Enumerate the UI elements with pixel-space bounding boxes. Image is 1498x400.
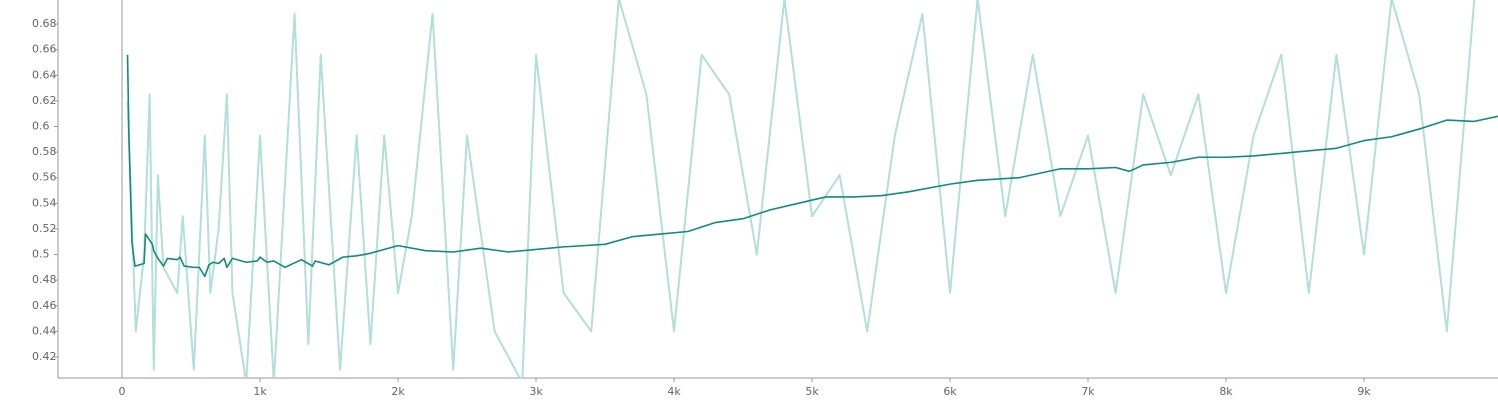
y-tick-label: 0.46 <box>32 299 57 312</box>
x-tick-label: 0 <box>119 385 126 398</box>
x-tick-label: 3k <box>529 385 543 398</box>
x-tick-label: 7k <box>1081 385 1095 398</box>
y-tick-label: 0.42 <box>32 350 57 363</box>
y-tick-label: 0.5 <box>32 248 50 261</box>
y-tick-label: 0.56 <box>32 171 57 184</box>
x-tick-label: 4k <box>667 385 681 398</box>
y-tick-label: 0.62 <box>32 94 57 107</box>
y-tick-label: 0.6 <box>32 120 50 133</box>
x-tick-label: 8k <box>1219 385 1233 398</box>
y-tick-label: 0.58 <box>32 145 57 158</box>
y-tick-label: 0.68 <box>32 17 57 30</box>
y-tick-label: 0.44 <box>32 324 57 337</box>
x-tick-label: 1k <box>253 385 267 398</box>
x-tick-label: 9k <box>1357 385 1371 398</box>
raw-line <box>126 0 1476 378</box>
y-tick-label: 0.54 <box>32 196 57 209</box>
x-tick-label: 6k <box>943 385 957 398</box>
y-tick-label: 0.48 <box>32 273 57 286</box>
x-tick-label: 2k <box>391 385 405 398</box>
plot-area <box>126 0 1498 378</box>
y-tick-label: 0.64 <box>32 68 57 81</box>
y-tick-label: 0.52 <box>32 222 57 235</box>
smoothed-line <box>126 54 1498 278</box>
y-tick-label: 0.66 <box>32 43 57 56</box>
x-tick-label: 5k <box>805 385 819 398</box>
